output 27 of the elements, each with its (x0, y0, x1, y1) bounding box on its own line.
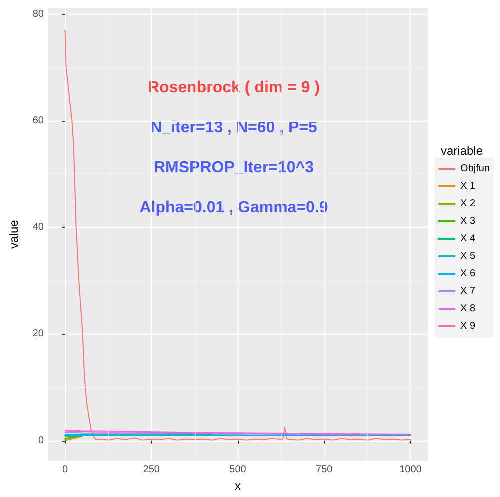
y-tick-label: 80 (32, 8, 44, 20)
legend-label: X 1 (460, 181, 476, 192)
legend-label: X 7 (460, 286, 476, 297)
y-tick-label: 60 (32, 116, 44, 127)
x-tick-label: 250 (143, 464, 160, 476)
legend-label: X 4 (460, 234, 476, 244)
y-tick-label: 40 (32, 222, 44, 234)
x-tick-label: 500 (230, 464, 247, 476)
x-tick-label: 1000 (400, 464, 422, 476)
y-axis-title: value (7, 220, 21, 249)
annotation: Rosenbrock ( dim = 9 ) (148, 80, 320, 96)
x-tick-label: 750 (316, 464, 334, 476)
legend-label: X 8 (460, 304, 476, 314)
legend-label: X 6 (460, 268, 476, 280)
legend-label: Objfun (460, 164, 490, 174)
x-axis-title: x (235, 479, 241, 493)
legend-label: X 2 (460, 198, 476, 210)
legend-title: variable (440, 144, 484, 158)
line-series (64, 30, 412, 441)
legend-label: X 3 (460, 216, 476, 227)
annotation: Alpha=0.01 , Gamma=0.9 (140, 200, 328, 216)
x-tick-label: 0 (62, 464, 68, 476)
y-tick-label: 0 (38, 435, 44, 446)
legend-label: X 5 (460, 251, 476, 262)
y-tick-label: 20 (32, 328, 44, 340)
legend-label: X 9 (460, 321, 476, 332)
annotation: RMSPROP_Iter=10^3 (154, 160, 314, 176)
